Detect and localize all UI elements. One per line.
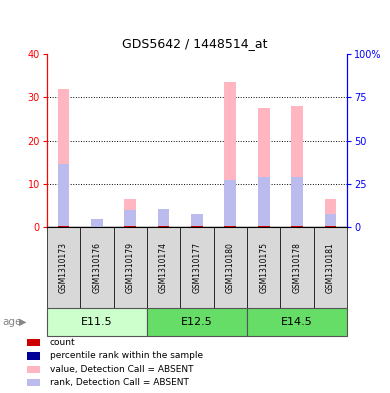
Bar: [280, 227, 314, 308]
Bar: [113, 227, 147, 308]
Bar: [191, 214, 203, 227]
Bar: [147, 227, 180, 308]
Bar: [258, 178, 269, 227]
Bar: [158, 209, 169, 227]
Text: percentile rank within the sample: percentile rank within the sample: [50, 351, 203, 360]
Bar: [324, 214, 336, 227]
Text: rank, Detection Call = ABSENT: rank, Detection Call = ABSENT: [50, 378, 188, 387]
Text: GSM1310174: GSM1310174: [159, 242, 168, 293]
Bar: [27, 352, 40, 360]
Text: GSM1310179: GSM1310179: [126, 242, 135, 293]
Text: GSM1310178: GSM1310178: [292, 242, 301, 293]
Bar: [214, 227, 247, 308]
Bar: [225, 180, 236, 227]
Bar: [258, 226, 269, 227]
Bar: [58, 164, 69, 227]
Bar: [247, 308, 347, 336]
Bar: [191, 214, 203, 227]
Text: age: age: [2, 317, 21, 327]
Bar: [124, 199, 136, 227]
Bar: [47, 227, 80, 308]
Bar: [225, 82, 236, 227]
Text: E11.5: E11.5: [81, 317, 113, 327]
Bar: [258, 108, 269, 227]
Bar: [191, 226, 203, 227]
Bar: [80, 227, 113, 308]
Bar: [291, 106, 303, 227]
Text: GSM1310181: GSM1310181: [326, 242, 335, 293]
Bar: [27, 379, 40, 386]
Bar: [124, 226, 136, 227]
Bar: [225, 226, 236, 227]
Bar: [147, 308, 247, 336]
Text: GSM1310177: GSM1310177: [192, 242, 202, 293]
Bar: [180, 227, 214, 308]
Text: E12.5: E12.5: [181, 317, 213, 327]
Bar: [324, 199, 336, 227]
Text: GDS5642 / 1448514_at: GDS5642 / 1448514_at: [122, 37, 268, 50]
Bar: [27, 339, 40, 346]
Bar: [324, 226, 336, 227]
Text: value, Detection Call = ABSENT: value, Detection Call = ABSENT: [50, 365, 193, 374]
Text: GSM1310173: GSM1310173: [59, 242, 68, 293]
Text: GSM1310176: GSM1310176: [92, 242, 101, 293]
Bar: [158, 226, 169, 227]
Bar: [47, 308, 147, 336]
Bar: [247, 227, 280, 308]
Bar: [291, 226, 303, 227]
Text: count: count: [50, 338, 75, 347]
Bar: [314, 227, 347, 308]
Bar: [91, 219, 103, 227]
Text: E14.5: E14.5: [281, 317, 313, 327]
Text: GSM1310175: GSM1310175: [259, 242, 268, 293]
Bar: [158, 209, 169, 227]
Text: ▶: ▶: [19, 317, 27, 327]
Bar: [58, 226, 69, 227]
Bar: [58, 89, 69, 227]
Bar: [124, 210, 136, 227]
Bar: [27, 365, 40, 373]
Text: GSM1310180: GSM1310180: [226, 242, 235, 293]
Bar: [291, 178, 303, 227]
